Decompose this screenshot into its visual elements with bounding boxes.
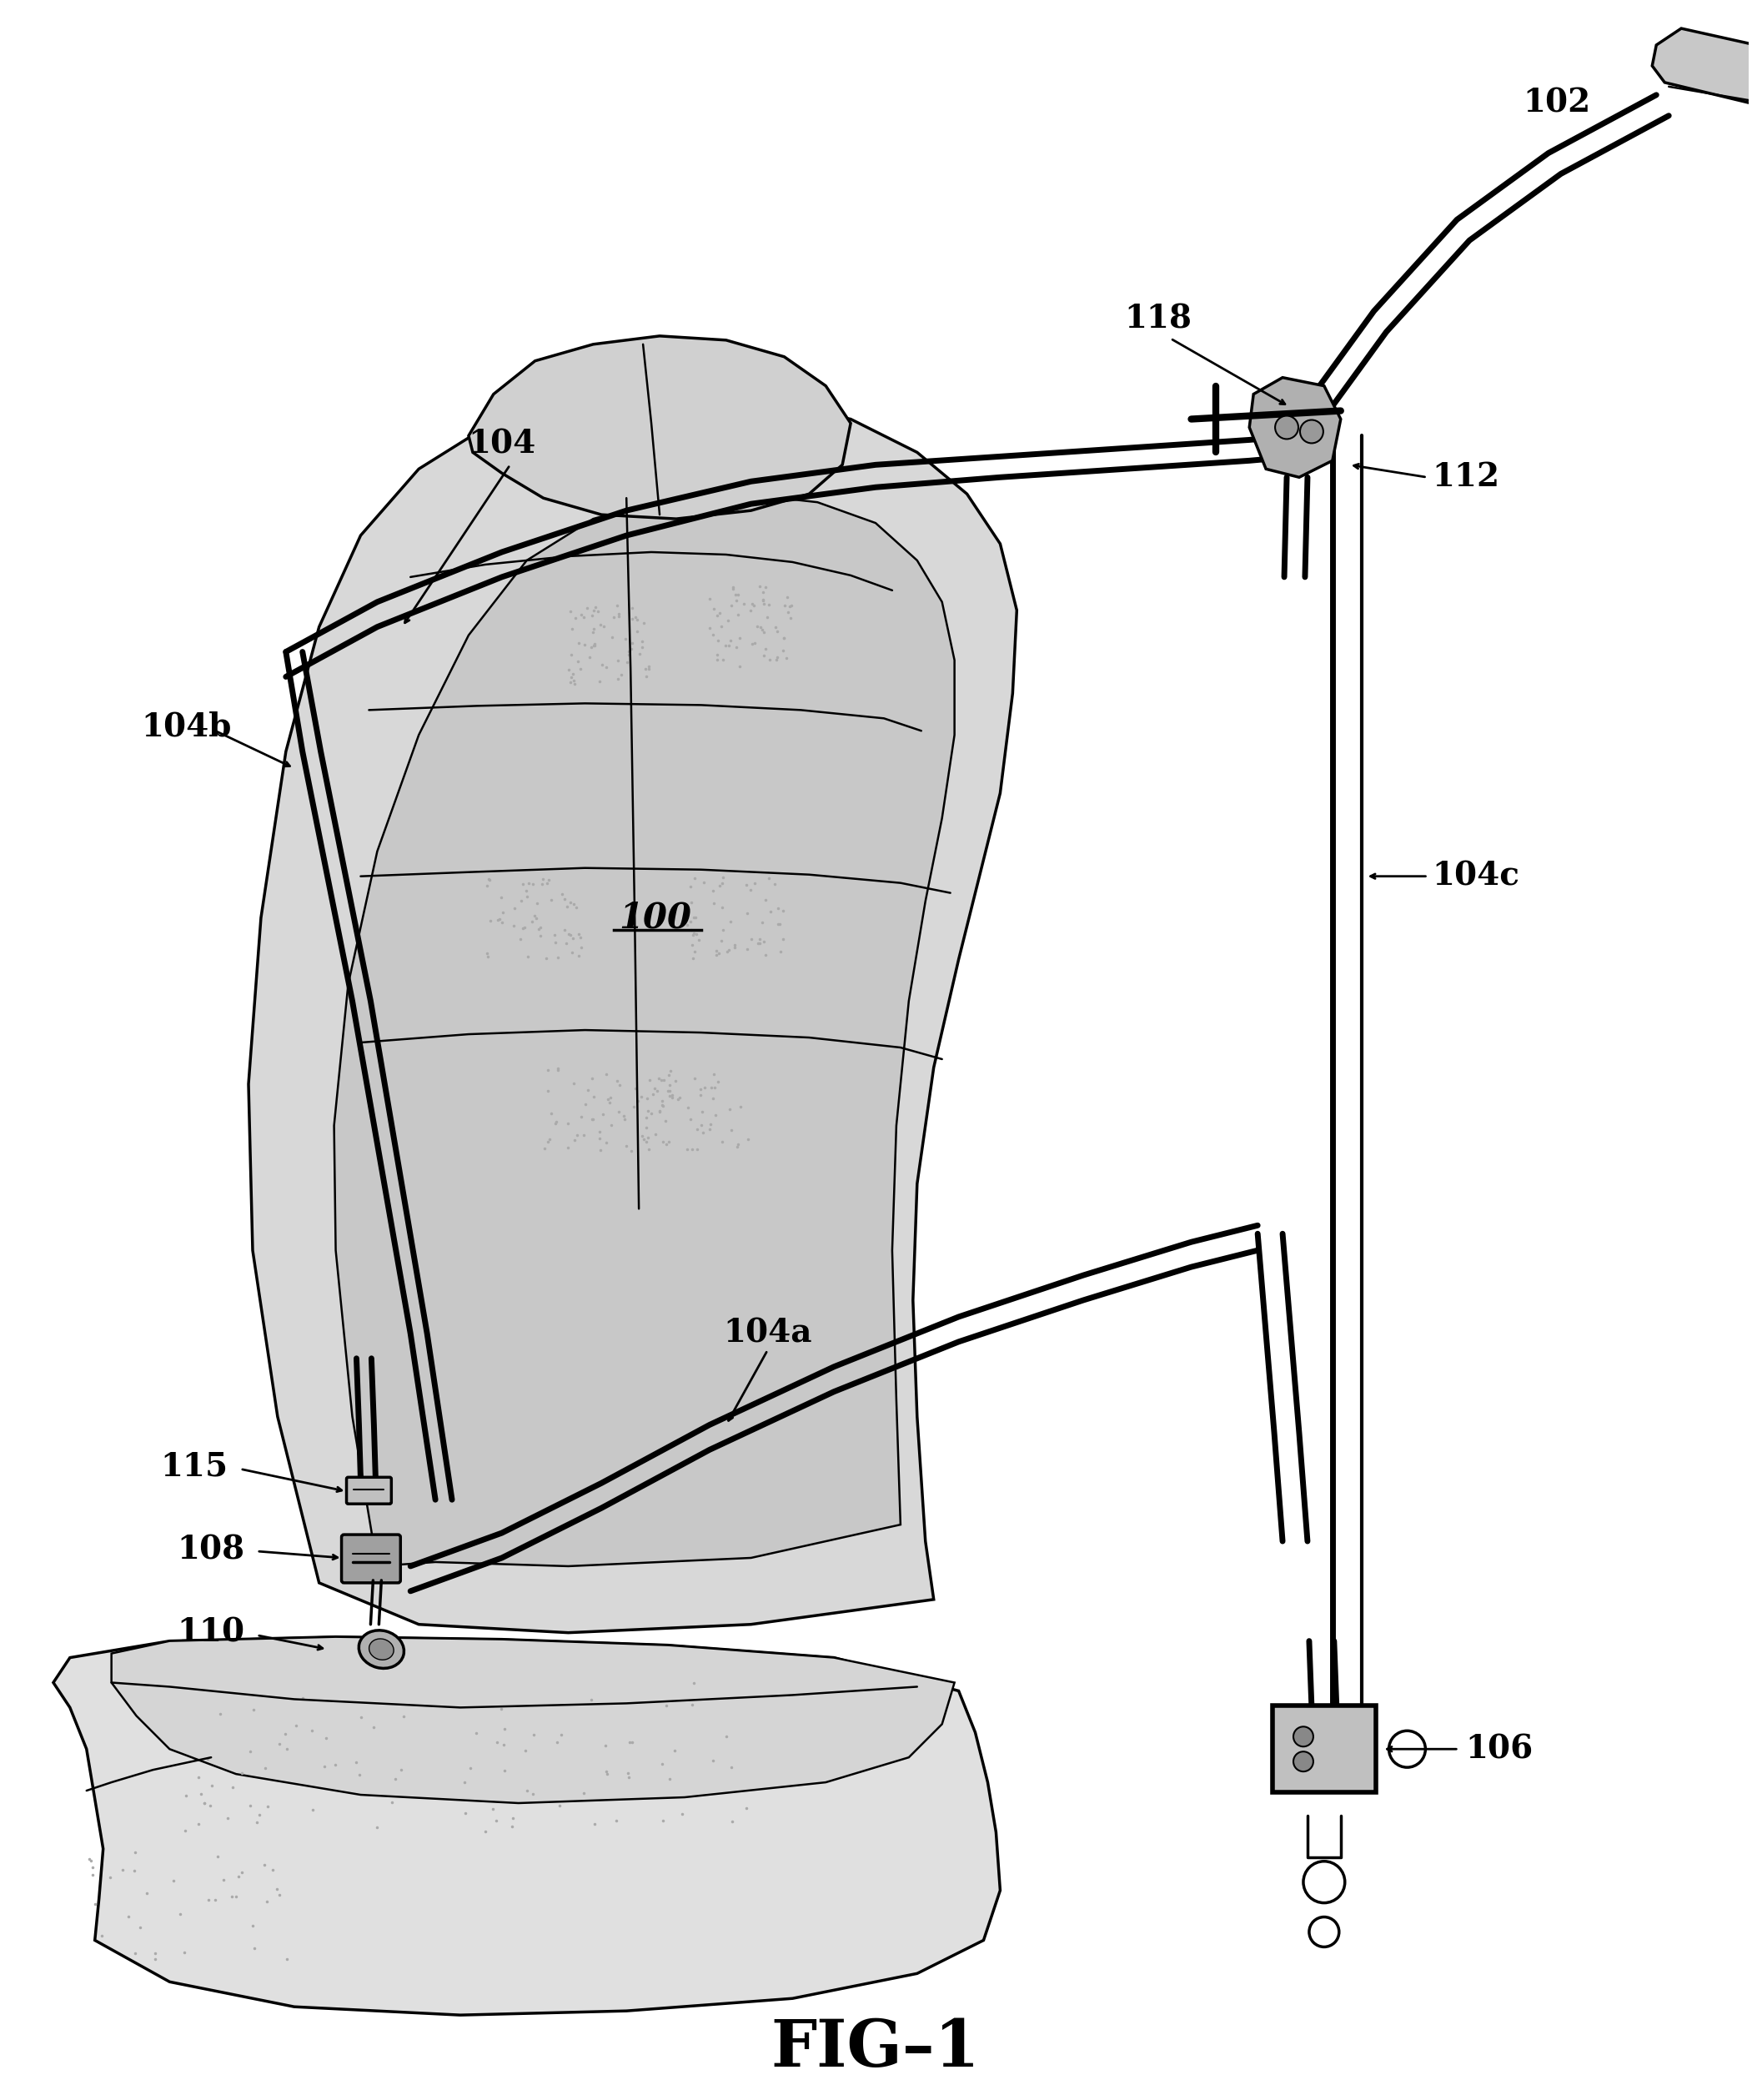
Polygon shape xyxy=(1249,378,1340,477)
Text: 118: 118 xyxy=(1125,304,1191,336)
Text: FIG–1: FIG–1 xyxy=(771,2016,979,2079)
Text: 115: 115 xyxy=(159,1451,228,1483)
Circle shape xyxy=(1293,1751,1314,1772)
Circle shape xyxy=(1293,1726,1314,1747)
FancyBboxPatch shape xyxy=(342,1535,401,1583)
Circle shape xyxy=(1309,1917,1339,1947)
FancyBboxPatch shape xyxy=(1272,1705,1375,1791)
Circle shape xyxy=(1303,1861,1346,1903)
Polygon shape xyxy=(53,1636,1000,2016)
Text: 102: 102 xyxy=(1522,88,1591,120)
Ellipse shape xyxy=(370,1638,394,1659)
Text: 104b: 104b xyxy=(140,710,231,743)
Circle shape xyxy=(1275,416,1298,439)
Text: 112: 112 xyxy=(1431,462,1500,494)
Circle shape xyxy=(1300,420,1323,443)
Polygon shape xyxy=(335,494,955,1567)
Polygon shape xyxy=(249,395,1016,1632)
Polygon shape xyxy=(468,336,851,519)
Text: 110: 110 xyxy=(177,1617,244,1648)
Polygon shape xyxy=(1652,29,1752,136)
Text: 104a: 104a xyxy=(724,1317,811,1350)
Ellipse shape xyxy=(359,1630,405,1667)
Polygon shape xyxy=(112,1636,955,1804)
Text: 106: 106 xyxy=(1465,1732,1533,1764)
Text: 104: 104 xyxy=(468,428,536,460)
FancyBboxPatch shape xyxy=(347,1476,391,1504)
Text: 108: 108 xyxy=(177,1533,244,1564)
Text: 100: 100 xyxy=(618,901,692,934)
Circle shape xyxy=(1389,1730,1426,1768)
Text: 104c: 104c xyxy=(1431,861,1519,892)
